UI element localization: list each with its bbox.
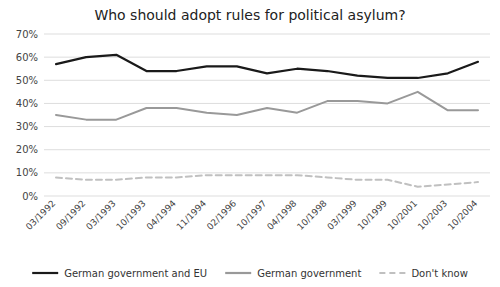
grid-line xyxy=(44,149,490,150)
x-tick-label: 03/1999 xyxy=(325,198,359,232)
title: Who should adopt rules for political asy… xyxy=(94,7,405,23)
x-tick-label: 04/1998 xyxy=(265,198,299,232)
x-tick-label: 09/1992 xyxy=(54,198,88,232)
x-tick-label: 10/1999 xyxy=(355,198,389,232)
x-tick-label: 10/2001 xyxy=(386,198,420,232)
grid-line xyxy=(44,103,490,104)
legend-label: German government and EU xyxy=(64,268,207,279)
lines xyxy=(56,55,478,187)
legend-label: Don't know xyxy=(411,268,467,279)
grid-line xyxy=(44,80,490,81)
grid-line xyxy=(44,172,490,173)
series-line xyxy=(56,175,478,187)
y-tick-label: 30% xyxy=(16,121,38,132)
chart: Who should adopt rules for political asy… xyxy=(0,0,500,287)
series-line xyxy=(56,55,478,78)
y-tick-label: 0% xyxy=(22,191,38,202)
legend-swatch xyxy=(379,272,405,274)
legend-swatch xyxy=(225,272,251,274)
grid xyxy=(44,34,490,196)
x-tick-label: 03/1993 xyxy=(84,198,118,232)
y-tick-label: 40% xyxy=(16,98,38,109)
x-tick-label: 10/2004 xyxy=(446,198,480,232)
grid-line xyxy=(44,126,490,127)
grid-line xyxy=(44,196,490,197)
y-tick-label: 60% xyxy=(16,52,38,63)
legend-swatch xyxy=(32,272,58,274)
x-tick-label: 10/2003 xyxy=(416,198,450,232)
series-line xyxy=(56,92,478,120)
x-tick-label: 10/1998 xyxy=(295,198,329,232)
y-tick-label: 10% xyxy=(16,167,38,178)
x-tick-label: 11/1994 xyxy=(175,198,209,232)
y-tick-label: 50% xyxy=(16,75,38,86)
x-tick-label: 04/1994 xyxy=(144,198,178,232)
x-tick-label: 03/1992 xyxy=(24,198,58,232)
x-tick-label: 10/1997 xyxy=(235,198,269,232)
x-tick-label: 10/1993 xyxy=(114,198,148,232)
y-tick-label: 70% xyxy=(16,29,38,40)
grid-line xyxy=(44,57,490,58)
y-tick-label: 20% xyxy=(16,144,38,155)
grid-line xyxy=(44,34,490,35)
legend-label: German government xyxy=(257,268,361,279)
legend: German government and EU German governmen… xyxy=(32,268,468,279)
x-tick-label: 02/1996 xyxy=(205,198,239,232)
